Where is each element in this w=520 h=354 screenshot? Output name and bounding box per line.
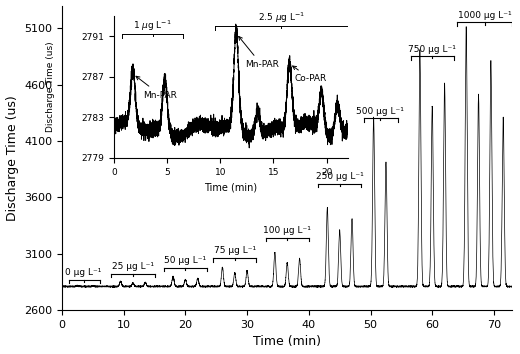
Text: 100 μg L⁻¹: 100 μg L⁻¹ [263, 226, 311, 235]
Text: 75 μg L⁻¹: 75 μg L⁻¹ [214, 246, 256, 256]
Text: 500 μg L⁻¹: 500 μg L⁻¹ [356, 107, 404, 115]
Text: 50 μg L⁻¹: 50 μg L⁻¹ [164, 256, 206, 265]
X-axis label: Time (min): Time (min) [253, 336, 321, 348]
Y-axis label: Discharge Time (us): Discharge Time (us) [6, 95, 19, 221]
Text: 1000 μg L⁻¹: 1000 μg L⁻¹ [458, 11, 512, 20]
Text: 250 μg L⁻¹: 250 μg L⁻¹ [316, 172, 363, 181]
Text: 750 μg L⁻¹: 750 μg L⁻¹ [408, 45, 456, 53]
Text: 25 μg L⁻¹: 25 μg L⁻¹ [112, 262, 154, 271]
Text: 0 μg L⁻¹: 0 μg L⁻¹ [66, 268, 102, 277]
